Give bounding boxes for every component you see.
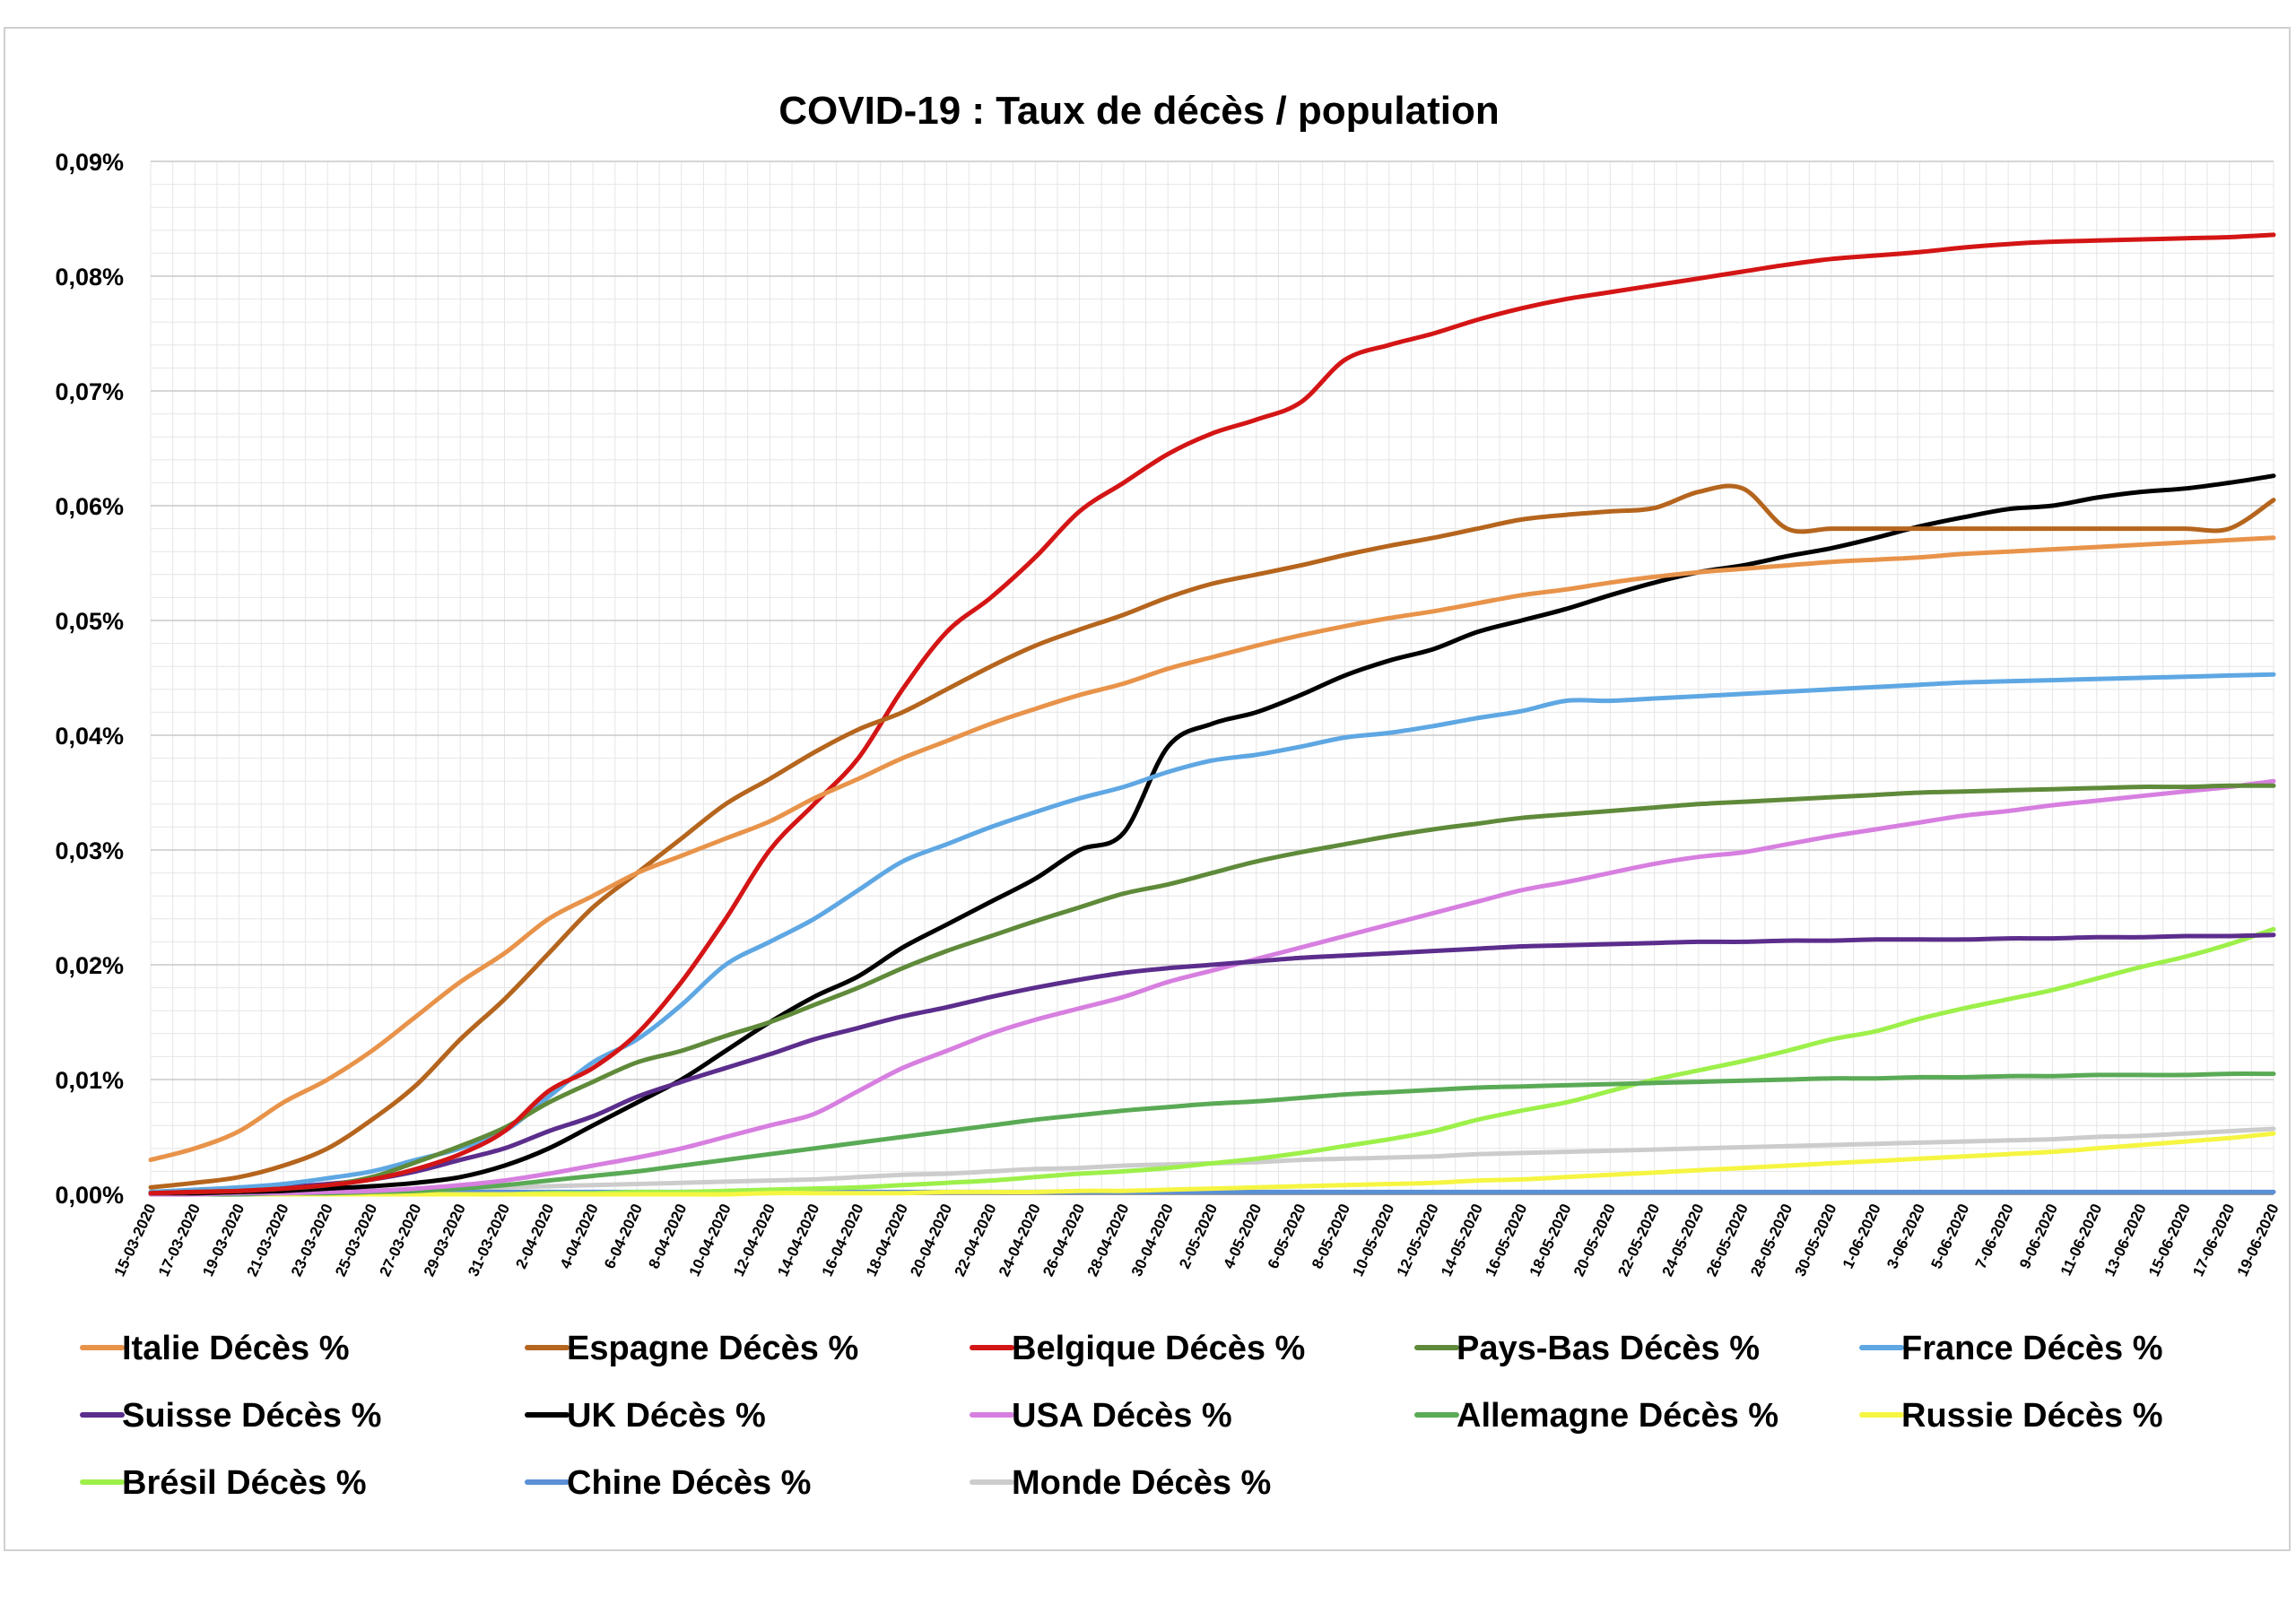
legend-label: USA Décès % <box>1012 1397 1232 1435</box>
legend-label: Brésil Décès % <box>122 1464 367 1502</box>
legend-label: Russie Décès % <box>1901 1397 2163 1435</box>
y-tick-label: 0,08% <box>55 264 124 291</box>
x-tick-label: 11-06-2020 <box>2057 1201 2106 1279</box>
series-line <box>148 932 2276 1196</box>
legend: Italie Décès % Espagne Décès % Belgique Dé… <box>80 1330 2163 1502</box>
minor-gridlines <box>150 160 2274 1195</box>
x-tick-label: 2-05-2020 <box>1176 1201 1221 1271</box>
series-line <box>148 1131 2276 1197</box>
x-tick-label: 16-04-2020 <box>819 1201 867 1279</box>
chart-title: COVID-19 : Taux de décès / population <box>778 89 1500 133</box>
y-tick-label: 0,02% <box>55 952 124 979</box>
x-tick-label: 25-03-2020 <box>332 1201 380 1279</box>
x-tick-label: 14-05-2020 <box>1438 1201 1486 1279</box>
series-line <box>148 483 2276 1190</box>
x-tick-label: 30-04-2020 <box>1128 1201 1177 1279</box>
x-tick-label: 18-05-2020 <box>1526 1201 1575 1279</box>
series-lines <box>148 232 2276 1197</box>
x-tick-label: 28-04-2020 <box>1084 1201 1133 1279</box>
x-tick-label: 24-04-2020 <box>996 1201 1044 1279</box>
x-tick-label: 15-03-2020 <box>111 1201 160 1279</box>
x-tick-label: 17-03-2020 <box>155 1201 204 1279</box>
x-tick-label: 14-04-2020 <box>774 1201 822 1279</box>
y-tick-label: 0,05% <box>55 608 124 635</box>
y-tick-label: 0,01% <box>55 1067 124 1094</box>
series-line <box>148 232 2276 1196</box>
x-tick-label: 4-04-2020 <box>557 1201 602 1271</box>
x-tick-label: 22-05-2020 <box>1614 1201 1663 1279</box>
legend-label: Pays-Bas Décès % <box>1457 1330 1760 1367</box>
x-tick-label: 21-03-2020 <box>244 1201 292 1279</box>
x-tick-label: 17-06-2020 <box>2189 1201 2238 1279</box>
x-tick-label: 26-04-2020 <box>1039 1201 1088 1279</box>
x-tick-label: 27-03-2020 <box>377 1201 425 1279</box>
x-tick-label: 18-04-2020 <box>863 1201 911 1279</box>
y-tick-label: 0,06% <box>55 493 124 520</box>
x-tick-label: 29-03-2020 <box>421 1201 469 1279</box>
x-tick-label: 15-06-2020 <box>2145 1201 2194 1279</box>
x-axis-tick-labels: 15-03-202017-03-202019-03-202021-03-2020… <box>111 1201 2283 1279</box>
series-line <box>148 783 2276 1196</box>
legend-label: Espagne Décès % <box>567 1330 858 1367</box>
x-tick-label: 8-04-2020 <box>645 1201 690 1271</box>
x-tick-label: 23-03-2020 <box>288 1201 336 1279</box>
y-tick-label: 0,03% <box>55 837 124 864</box>
x-tick-label: 20-05-2020 <box>1570 1201 1619 1279</box>
x-tick-label: 6-04-2020 <box>601 1201 646 1271</box>
x-tick-label: 10-05-2020 <box>1349 1201 1397 1279</box>
legend-label: Monde Décès % <box>1012 1464 1271 1502</box>
y-tick-label: 0,07% <box>55 378 124 405</box>
y-tick-label: 0,09% <box>55 149 124 176</box>
legend-label: France Décès % <box>1901 1330 2163 1367</box>
series-line <box>148 1071 2276 1197</box>
x-tick-label: 30-05-2020 <box>1792 1201 1840 1279</box>
x-tick-label: 6-05-2020 <box>1265 1201 1309 1271</box>
y-tick-label: 0,00% <box>55 1182 124 1209</box>
x-tick-label: 2-04-2020 <box>512 1201 557 1271</box>
x-tick-label: 3-06-2020 <box>1883 1201 1928 1271</box>
x-tick-label: 12-04-2020 <box>730 1201 778 1279</box>
y-axis-tick-labels: 0,00% 0,01% 0,02% 0,03% 0,04% 0,05% 0,06% 0,07%… <box>55 149 124 1209</box>
x-tick-label: 19-03-2020 <box>199 1201 248 1279</box>
x-tick-label: 22-04-2020 <box>952 1201 1000 1279</box>
x-tick-label: 7-06-2020 <box>1972 1201 2017 1271</box>
x-tick-label: 8-05-2020 <box>1309 1201 1353 1271</box>
x-tick-label: 24-05-2020 <box>1659 1201 1708 1279</box>
series-line <box>148 778 2276 1197</box>
legend-label: Italie Décès % <box>122 1330 349 1367</box>
legend-label: Chine Décès % <box>567 1464 811 1502</box>
legend-label: Suisse Décès % <box>122 1397 381 1435</box>
series-line <box>148 473 2276 1196</box>
y-tick-label: 0,04% <box>55 723 124 750</box>
x-tick-label: 28-05-2020 <box>1747 1201 1796 1279</box>
x-tick-label: 4-05-2020 <box>1220 1201 1265 1271</box>
x-tick-label: 10-04-2020 <box>686 1201 735 1279</box>
legend-label: Belgique Décès % <box>1012 1330 1305 1367</box>
x-tick-label: 5-06-2020 <box>1927 1201 1972 1271</box>
x-tick-label: 12-05-2020 <box>1394 1201 1442 1279</box>
x-tick-label: 9-06-2020 <box>2016 1201 2061 1271</box>
major-gridlines <box>151 160 2274 1195</box>
x-tick-label: 31-03-2020 <box>465 1201 513 1279</box>
x-tick-label: 19-06-2020 <box>2234 1201 2283 1279</box>
x-tick-label: 16-05-2020 <box>1482 1201 1530 1279</box>
legend-label: UK Décès % <box>567 1397 766 1435</box>
x-tick-label: 13-06-2020 <box>2101 1201 2150 1279</box>
legend-label: Allemagne Décès % <box>1457 1397 1779 1435</box>
x-tick-label: 26-05-2020 <box>1703 1201 1752 1279</box>
x-tick-label: 1-06-2020 <box>1839 1201 1884 1271</box>
x-tick-label: 20-04-2020 <box>907 1201 955 1279</box>
series-line <box>148 535 2276 1163</box>
